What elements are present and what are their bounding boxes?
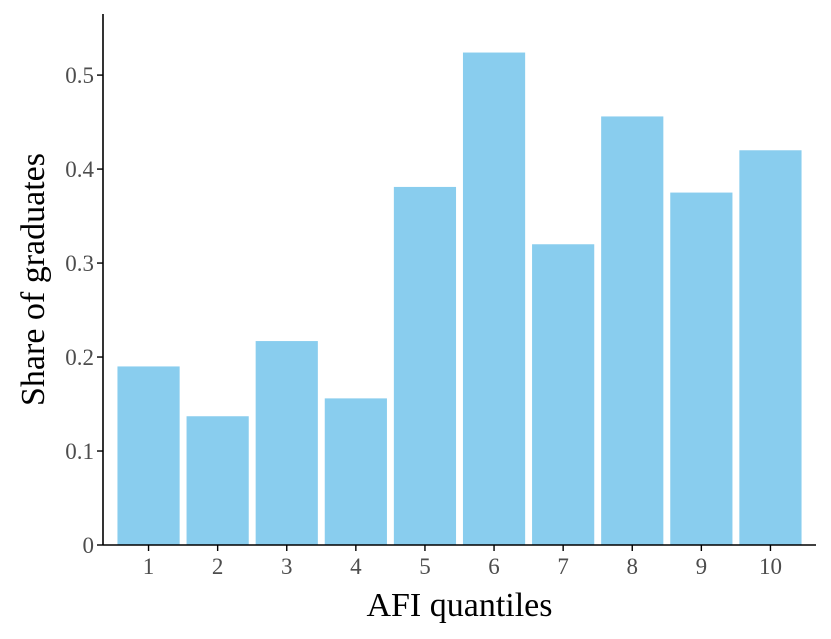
bar-3	[255, 341, 318, 545]
y-tick-label: 0.1	[65, 439, 94, 464]
y-tick-label: 0.2	[65, 345, 94, 370]
y-tick-label: 0.3	[65, 251, 94, 276]
bar-10	[739, 150, 802, 545]
y-tick-label: 0.4	[65, 157, 94, 182]
x-tick-label: 7	[557, 554, 569, 579]
x-tick-label: 8	[627, 554, 639, 579]
x-tick-label: 1	[143, 554, 155, 579]
bar-8	[601, 116, 664, 545]
bar-7	[532, 244, 595, 545]
bar-4	[324, 398, 387, 545]
bars-group	[117, 52, 802, 545]
x-tick-label: 9	[696, 554, 708, 579]
bar-5	[393, 186, 457, 545]
y-tick-label: 0.5	[65, 63, 94, 88]
y-axis-title: Share of graduates	[15, 153, 52, 406]
bar-1	[117, 366, 180, 545]
x-tick-label: 6	[488, 554, 500, 579]
x-tick-label: 5	[419, 554, 431, 579]
bar-9	[670, 192, 733, 545]
y-tick-label: 0	[83, 533, 95, 558]
x-tick-label: 10	[759, 554, 782, 579]
bar-6	[462, 52, 526, 545]
x-axis-ticks: 1 2 3 4 5 6 7 8 9 10	[143, 545, 782, 579]
x-tick-label: 3	[281, 554, 293, 579]
bar-2	[186, 416, 249, 545]
x-tick-label: 2	[212, 554, 224, 579]
x-axis-title: AFI quantiles	[366, 587, 552, 624]
x-tick-label: 4	[350, 554, 362, 579]
y-axis-ticks: 0 0.1 0.2 0.3 0.4 0.5	[65, 63, 103, 558]
